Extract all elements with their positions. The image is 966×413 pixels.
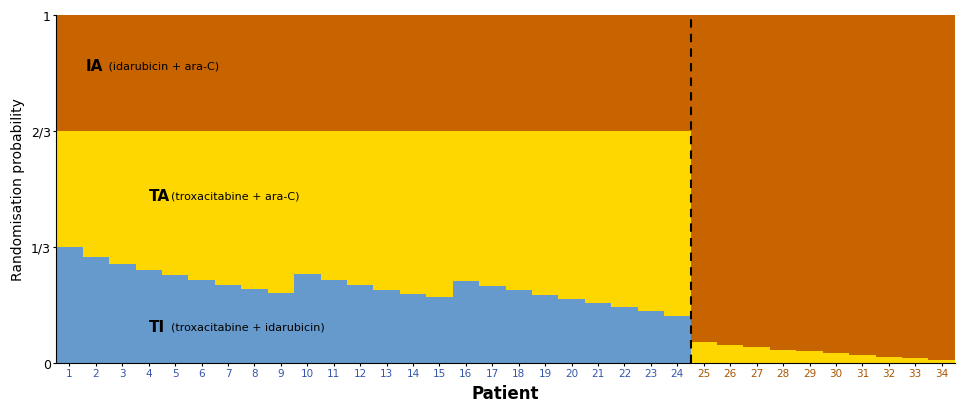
Y-axis label: Randomisation probability: Randomisation probability [12, 98, 25, 281]
X-axis label: Patient: Patient [471, 384, 539, 402]
Text: (troxacitabine + ara-C): (troxacitabine + ara-C) [171, 192, 299, 202]
Text: TA: TA [149, 189, 170, 204]
Text: (troxacitabine + idarubicin): (troxacitabine + idarubicin) [171, 321, 325, 332]
Text: (idarubicin + ara-C): (idarubicin + ara-C) [105, 62, 219, 71]
Text: IA: IA [85, 59, 102, 74]
Text: TI: TI [149, 319, 165, 334]
